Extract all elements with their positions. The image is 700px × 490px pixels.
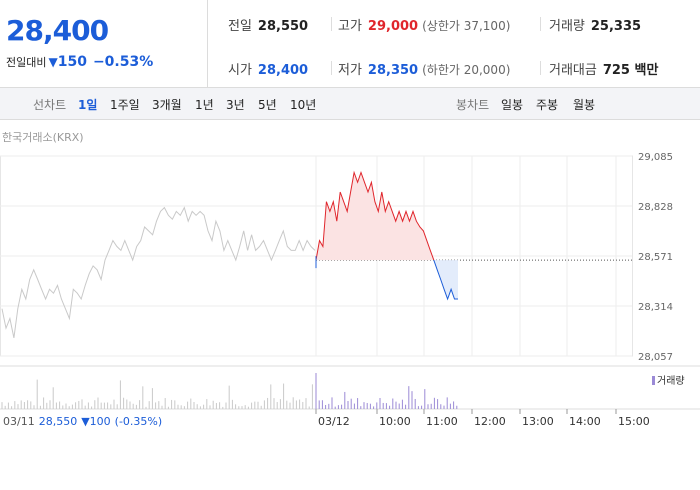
down-line (433, 259, 458, 301)
stat-volume: 거래량 25,335 (549, 15, 641, 34)
down-arrow-icon: ▼ (48, 55, 58, 69)
prev-day-line (1, 206, 316, 339)
y-tick-label: 28,828 (638, 202, 673, 213)
tab-weekly-candle[interactable]: 주봉 (536, 98, 559, 112)
data-source: 한국거래소(KRX) (2, 131, 84, 144)
stat-open: 시가 28,400 (228, 59, 308, 78)
volume-bars (0, 365, 700, 410)
today-series (315, 170, 632, 301)
x-tick-label: 11:00 (426, 415, 458, 428)
chart-axes: 29,085 28,828 28,571 28,314 28,057 03/12 10:00… (315, 152, 673, 428)
current-price: 28,400 (6, 14, 109, 47)
change-percent: −0.53% (92, 54, 154, 70)
tab-1-year[interactable]: 1년 (195, 98, 214, 112)
footer-date: 03/11 (3, 415, 35, 428)
stat-low: 저가 28,350 (하한가 20,000) (338, 59, 510, 78)
x-tick-label: 10:00 (379, 415, 411, 428)
stat-prev-close: 전일 28,550 (228, 15, 308, 34)
x-tick-label: 15:00 (618, 415, 650, 428)
footer-percent: (-0.35%) (114, 415, 163, 428)
tab-3-months[interactable]: 3개월 (152, 98, 182, 112)
footer-price: 28,550 (38, 415, 78, 428)
period-bar: 선차트 1일 1주일 3개월 1년 3년 5년 10년 봉차트 일봉 주봉 월봉 (0, 88, 700, 120)
high-value: 29,000 (367, 19, 419, 34)
prev-close-value: 28,550 (257, 19, 309, 34)
tab-1-day[interactable]: 1일 (78, 98, 98, 112)
down-area (433, 260, 458, 299)
divider (540, 61, 541, 75)
tab-daily-candle[interactable]: 일봉 (501, 98, 524, 112)
stat-high: 고가 29,000 (상한가 37,100) (338, 15, 510, 34)
high-label: 고가 (338, 19, 362, 34)
volume-label: 거래량 (549, 19, 585, 34)
low-label: 저가 (338, 63, 362, 78)
up-area (316, 172, 434, 261)
prev-day-series (1, 206, 316, 339)
change-label: 전일대비 (6, 56, 47, 69)
footer-arrow-icon: ▼ (81, 415, 90, 428)
prev-day-footer: 03/11 28,550 ▼100 (-0.35%) (3, 415, 162, 428)
up-line (315, 170, 435, 261)
lower-limit: (하한가 20,000) (422, 63, 511, 77)
line-chart-label: 선차트 (33, 98, 67, 112)
price-box: 28,400 전일대비 ▼150 −0.53% (0, 0, 208, 88)
change-row: 전일대비 ▼150 −0.53% (6, 54, 153, 70)
divider (331, 61, 332, 75)
tab-3-years[interactable]: 3년 (226, 98, 245, 112)
trade-value-label: 거래대금 (549, 63, 597, 78)
tab-monthly-candle[interactable]: 월봉 (573, 98, 596, 112)
prev-close-label: 전일 (228, 19, 252, 34)
y-tick-label: 28,314 (638, 302, 673, 313)
x-tick-label: 03/12 (318, 415, 350, 428)
tab-5-years[interactable]: 5년 (258, 98, 277, 112)
open-value: 28,400 (257, 63, 309, 78)
y-tick-label: 28,057 (638, 352, 673, 363)
x-tick-label: 14:00 (569, 415, 601, 428)
legend-label: 거래량 (657, 376, 685, 387)
low-value: 28,350 (367, 63, 419, 78)
candle-chart-label: 봉차트 (456, 98, 490, 112)
upper-limit: (상한가 37,100) (422, 19, 511, 33)
divider (540, 17, 541, 31)
divider (331, 17, 332, 31)
trade-value-value: 725 백만 (602, 63, 659, 78)
y-tick-label: 29,085 (638, 152, 673, 163)
stat-trade-value: 거래대금 725 백만 (549, 59, 658, 78)
open-label: 시가 (228, 63, 252, 78)
stock-summary: 28,400 전일대비 ▼150 −0.53% 전일 28,550 고가 29,000(… (0, 0, 700, 88)
tab-10-years[interactable]: 10년 (290, 98, 317, 112)
change-amount: 150 (57, 54, 87, 70)
x-tick-label: 13:00 (522, 415, 554, 428)
footer-change: 100 (89, 415, 111, 428)
tab-1-week[interactable]: 1주일 (110, 98, 140, 112)
x-tick-label: 12:00 (474, 415, 506, 428)
y-tick-label: 28,571 (638, 252, 673, 263)
legend-swatch (652, 376, 655, 385)
volume-value: 25,335 (590, 19, 642, 34)
volume-legend: 거래량 (652, 372, 685, 387)
chart-grid (0, 155, 633, 357)
